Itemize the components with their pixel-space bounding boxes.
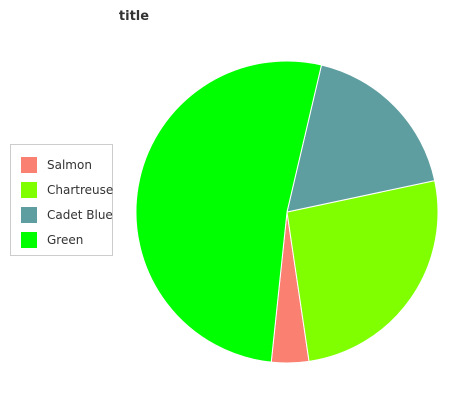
legend-swatch-green bbox=[21, 232, 37, 248]
pie-slice-green bbox=[135, 60, 323, 363]
pie-slice-cadet-blue bbox=[286, 64, 436, 213]
legend-swatch-chartreuse bbox=[21, 182, 37, 198]
legend-swatch-salmon bbox=[21, 157, 37, 173]
legend-label-chartreuse: Chartreuse bbox=[47, 183, 114, 197]
legend-item-chartreuse: Chartreuse bbox=[21, 182, 113, 198]
chart-title: title bbox=[118, 9, 150, 24]
legend: Salmon Chartreuse Cadet Blue Green bbox=[10, 144, 113, 256]
legend-label-cadet-blue: Cadet Blue bbox=[47, 208, 113, 222]
legend-label-salmon: Salmon bbox=[47, 158, 92, 172]
legend-item-green: Green bbox=[21, 232, 83, 248]
legend-item-salmon: Salmon bbox=[21, 157, 92, 173]
legend-item-cadet-blue: Cadet Blue bbox=[21, 207, 113, 223]
legend-swatch-cadet-blue bbox=[21, 207, 37, 223]
legend-label-green: Green bbox=[47, 233, 84, 247]
pie-slice-chartreuse bbox=[286, 180, 439, 362]
